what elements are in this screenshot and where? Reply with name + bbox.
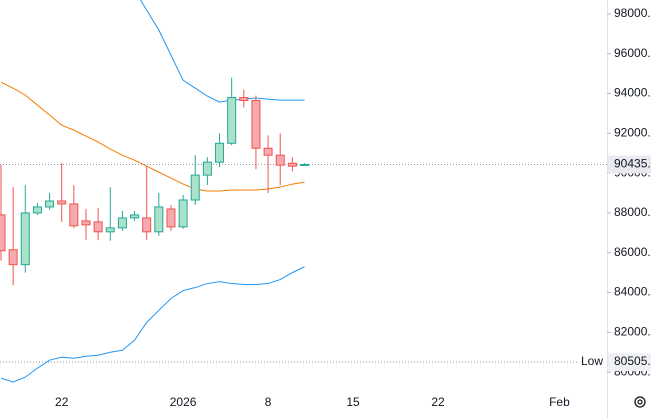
low-value-label: 80505. [614, 354, 651, 368]
candle-body [154, 206, 164, 233]
candle-body [287, 162, 297, 167]
settings-icon[interactable] [634, 396, 646, 408]
candle-body [8, 249, 18, 266]
candle-body [215, 142, 225, 163]
candle-body [69, 203, 79, 227]
axes: 80000.82000.84000.86000.88000.90000.9200… [55, 6, 651, 409]
candle-body [32, 206, 42, 214]
last-price-tag [608, 155, 651, 174]
candle-body [45, 200, 55, 208]
low-name: Low [581, 354, 603, 368]
y-tick-label: 82000. [614, 324, 651, 338]
candle-body [275, 154, 285, 166]
x-tick-label: 22 [431, 395, 445, 409]
candle-body [57, 200, 67, 205]
x-tick-label: 15 [346, 395, 360, 409]
y-tick-label: 86000. [614, 245, 651, 259]
low-value-tag [608, 353, 651, 372]
y-tick-label: 88000. [614, 205, 651, 219]
candle-body [117, 217, 127, 229]
candle-body [239, 97, 249, 101]
candle-body [142, 217, 152, 233]
band-line [0, 266, 305, 383]
y-tick-label: 96000. [614, 46, 651, 60]
candle-body [251, 99, 261, 149]
candle-body [166, 208, 176, 228]
y-tick-label: 94000. [614, 86, 651, 100]
x-tick-label: 22 [55, 395, 69, 409]
band-line [0, 81, 305, 192]
candle-body [105, 227, 115, 233]
candle-body [81, 220, 91, 226]
candle-body [227, 97, 237, 144]
band-line [139, 0, 305, 103]
candle-body [178, 199, 188, 228]
candle-body [202, 161, 212, 176]
last-price-label: 90435. [614, 157, 651, 171]
x-tick-label: 2026 [170, 395, 197, 409]
candle-body [0, 214, 6, 252]
x-tick-label: 8 [265, 395, 272, 409]
y-tick-label: 84000. [614, 285, 651, 299]
candle-body [263, 147, 273, 156]
candle-body [20, 212, 30, 266]
candle-body [93, 221, 103, 233]
x-tick-label: Feb [549, 395, 570, 409]
candle-body [300, 163, 309, 166]
candle-body [190, 174, 200, 201]
y-tick-label: 92000. [614, 125, 651, 139]
candle-body [130, 214, 140, 219]
low-name-tag [577, 353, 607, 372]
y-tick-label: 98000. [614, 6, 651, 20]
plot-area [0, 0, 607, 383]
